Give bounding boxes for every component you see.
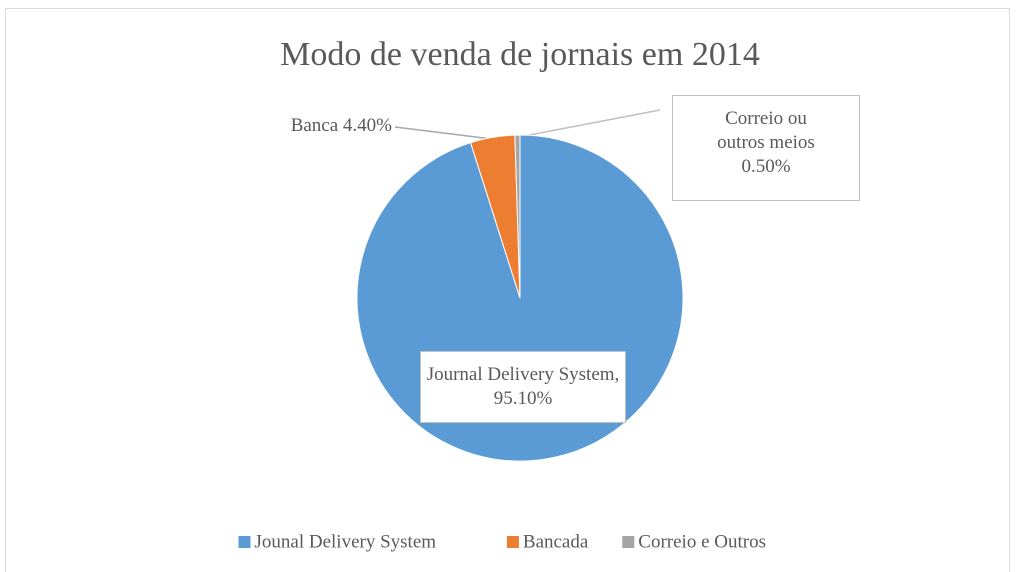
data-label: Banca 4.40% xyxy=(290,115,392,136)
legend-label: Bancada xyxy=(523,531,589,552)
legend-label: Jounal Delivery System xyxy=(255,531,437,552)
leader-line xyxy=(394,126,493,140)
chart-border xyxy=(5,8,1010,572)
legend-swatch xyxy=(622,536,635,548)
legend-swatch xyxy=(238,536,251,548)
data-label: Journal Delivery System, 95.10% xyxy=(420,351,626,423)
chart-title: Modo de venda de jornais em 2014 xyxy=(280,36,760,73)
legend-swatch xyxy=(506,536,519,548)
data-label: Correio ou outros meios 0.50% xyxy=(672,95,860,201)
legend: Jounal Delivery System Bancada Correio e O… xyxy=(238,531,766,552)
pie-slice xyxy=(514,134,521,299)
leader-line xyxy=(518,109,661,138)
legend-label: Correio e Outros xyxy=(638,531,766,552)
